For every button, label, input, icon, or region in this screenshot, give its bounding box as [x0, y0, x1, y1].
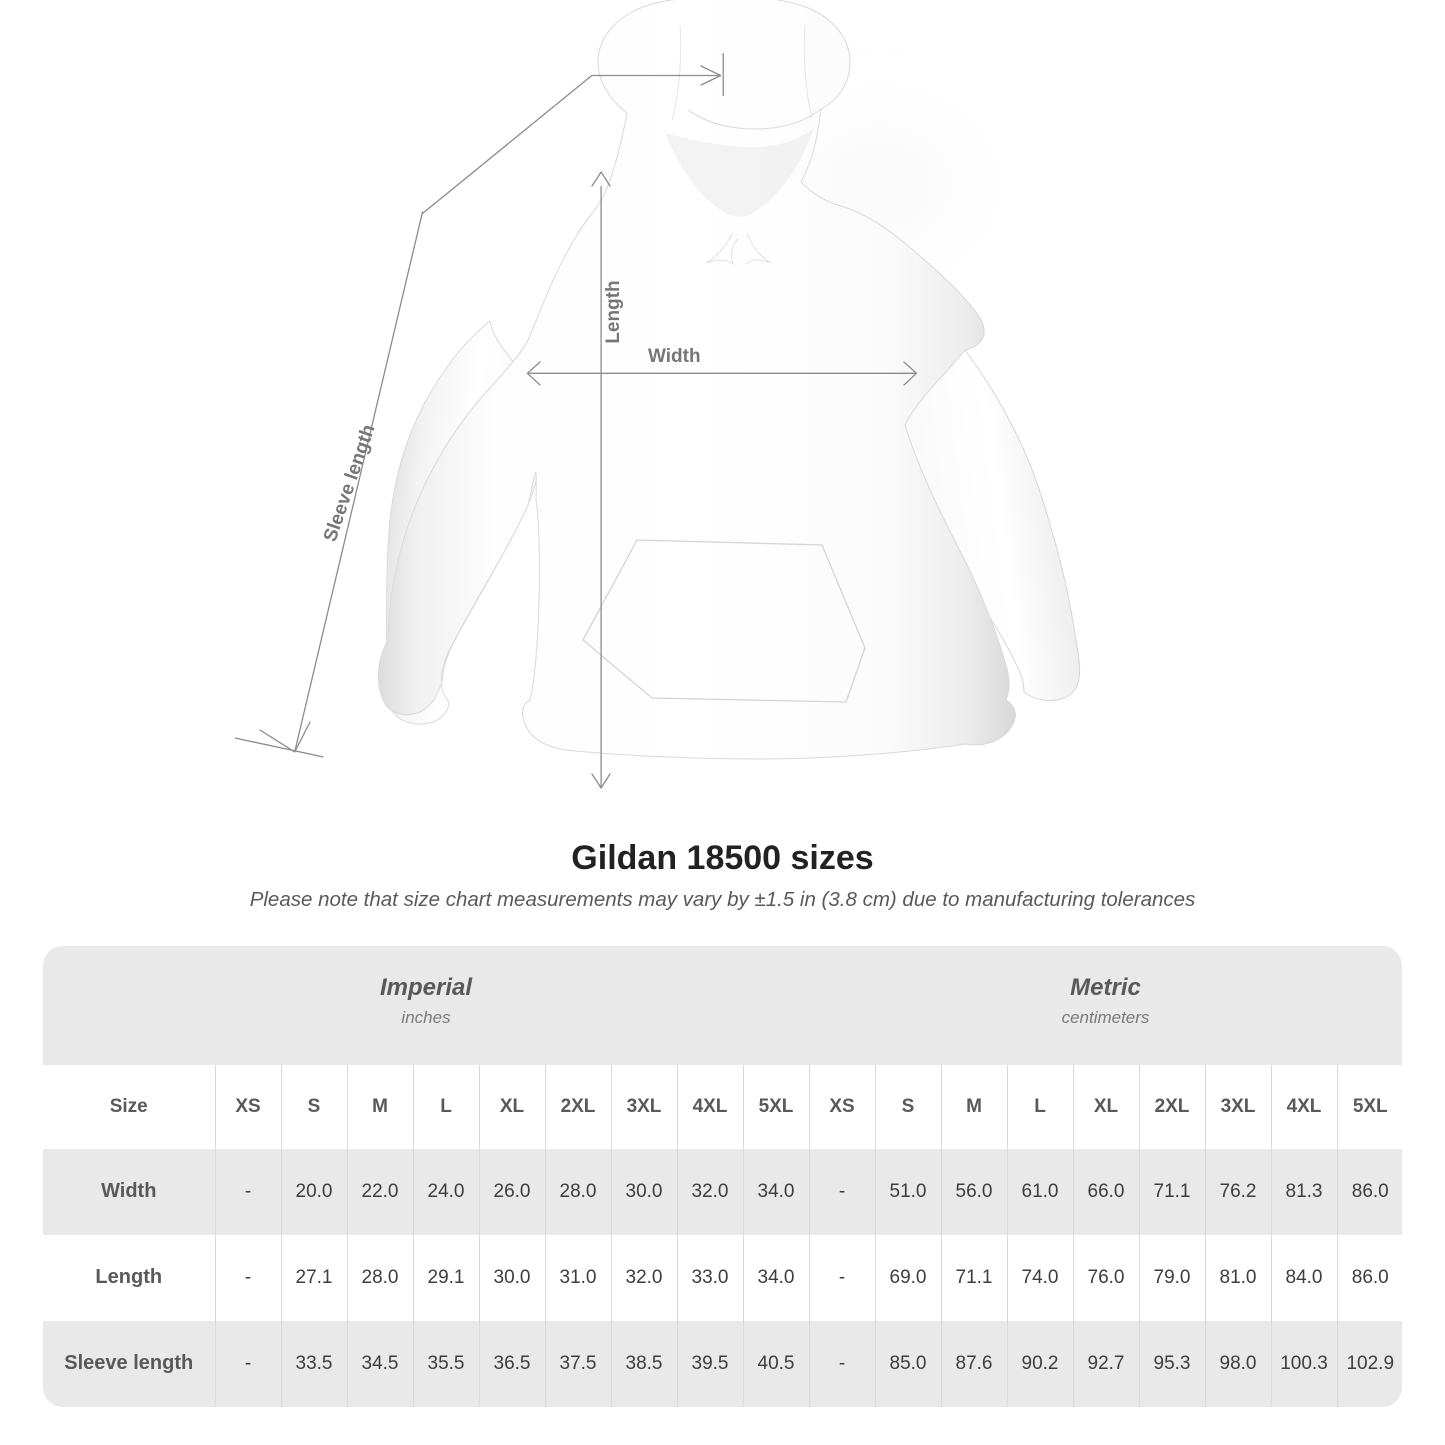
- svg-text:Length: Length: [603, 280, 624, 343]
- svg-text:Sleeve length: Sleeve length: [320, 422, 380, 545]
- svg-text:Width: Width: [648, 346, 701, 367]
